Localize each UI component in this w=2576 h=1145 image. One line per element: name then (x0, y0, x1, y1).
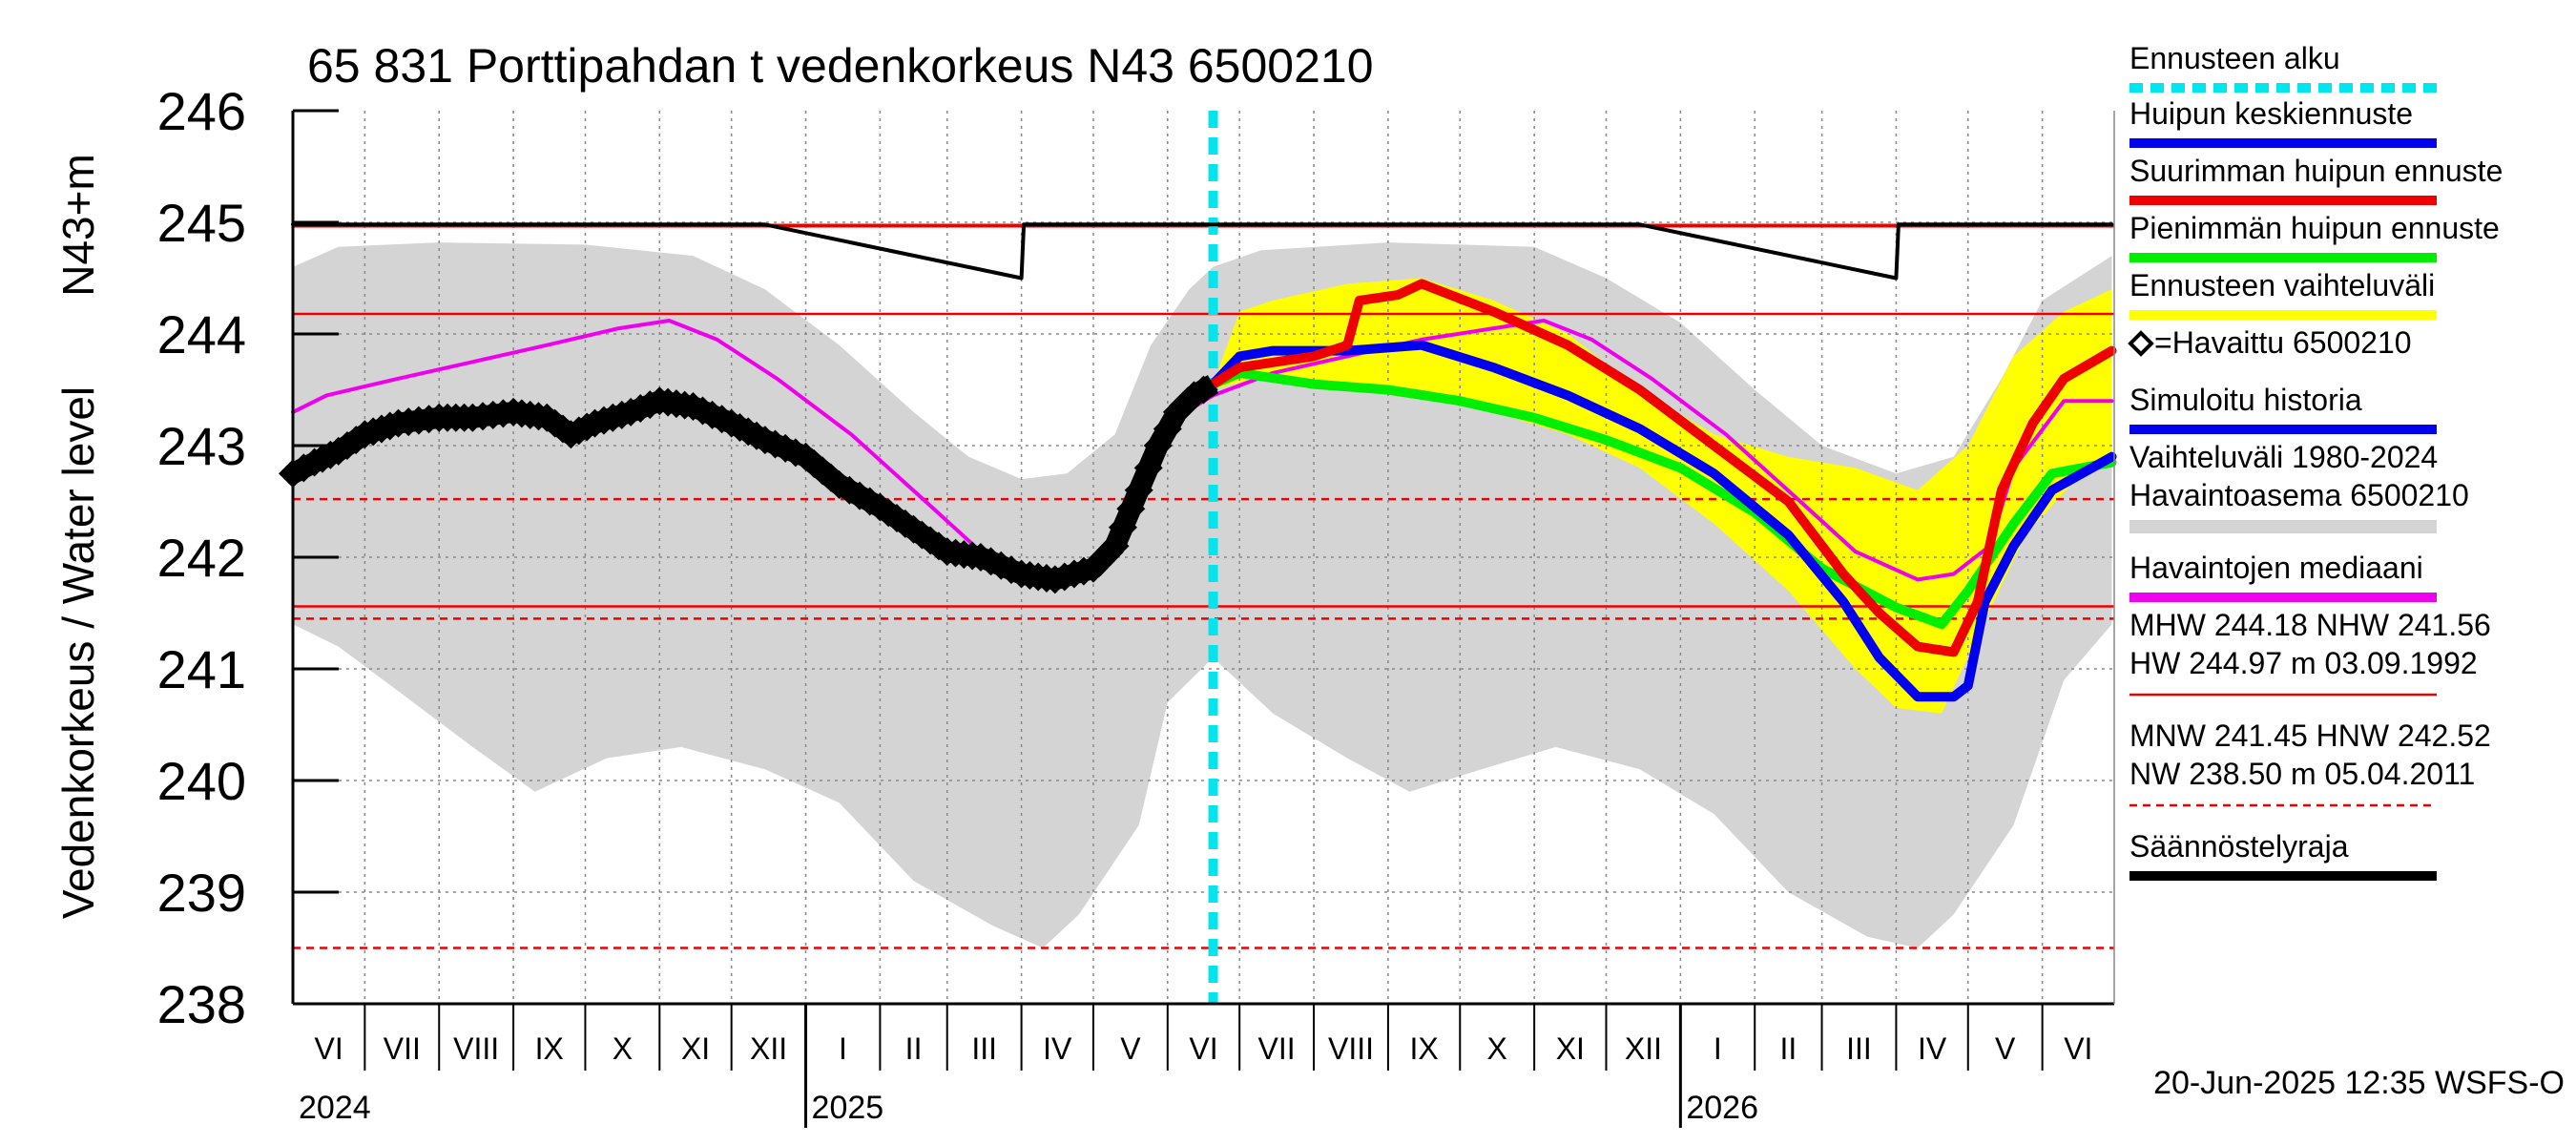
month-label-9: III (971, 1031, 997, 1066)
month-label-24: VI (2064, 1031, 2092, 1066)
y-tick-label-245: 245 (157, 193, 246, 253)
legend-label2-mnw-241-45-hnw-242-52: NW 238.50 m 05.04.2011 (2129, 757, 2475, 791)
month-label-15: IX (1409, 1031, 1438, 1066)
observed-marker (1124, 475, 1153, 505)
month-label-17: XI (1556, 1031, 1585, 1066)
month-label-23: V (1995, 1031, 2016, 1066)
chart-title: 65 831 Porttipahdan t vedenkorkeus N43 6… (307, 39, 1374, 93)
legend-label2-vaihteluvali-1980-2024: Havaintoasema 6500210 (2129, 478, 2469, 512)
x-axis: VI VII VIII IX X XI XII I II III IV V VI VII VIII IX X XI… (299, 1004, 2092, 1128)
y-axis-unit: N43+m (53, 154, 103, 297)
month-label-18: XII (1625, 1031, 1662, 1066)
month-label-20: II (1779, 1031, 1797, 1066)
legend-label-ennusteen-vaihteluvali: Ennusteen vaihteluväli (2129, 268, 2435, 302)
month-label-19: I (1714, 1031, 1722, 1066)
month-label-11: V (1120, 1031, 1141, 1066)
month-label-21: III (1846, 1031, 1872, 1066)
grid-layer (293, 111, 2114, 1004)
y-tick-label-238: 238 (157, 974, 246, 1034)
line-saannostelyraja (291, 222, 2114, 281)
legend-label-vaihteluvali-1980-2024: Vaihteluväli 1980-2024 (2129, 440, 2438, 474)
month-label-4: X (613, 1031, 633, 1066)
observed-marker (1133, 453, 1163, 483)
month-label-3: IX (535, 1031, 564, 1066)
month-label-12: VI (1189, 1031, 1217, 1066)
month-label-6: XII (750, 1031, 787, 1066)
month-label-2: VIII (453, 1031, 499, 1066)
month-label-13: VII (1258, 1031, 1296, 1066)
year-label-2026: 2026 (1686, 1090, 1758, 1126)
month-label-0: VI (315, 1031, 343, 1066)
legend-label-mnw-241-45-hnw-242-52: MNW 241.45 HNW 242.52 (2129, 718, 2491, 753)
legend-label-ennusteen-alku: Ennusteen alku (2129, 41, 2340, 75)
month-label-16: X (1487, 1031, 1507, 1066)
legend-label-havaintojen-mediaani: Havaintojen mediaani (2129, 551, 2423, 585)
month-label-14: VIII (1328, 1031, 1374, 1066)
legend-label-mhw-244-18-nhw-241-56: MHW 244.18 NHW 241.56 (2129, 608, 2491, 642)
legend-label-simuloitu-historia: Simuloitu historia (2129, 383, 2362, 417)
y-tick-label-246: 246 (157, 81, 246, 141)
legend-label-huipun-keskiennuste: Huipun keskiennuste (2129, 96, 2413, 131)
y-tick-label-239: 239 (157, 863, 246, 923)
legend-label-havaittu-6500210: =Havaittu 6500210 (2154, 325, 2412, 360)
footer-timestamp: 20-Jun-2025 12:35 WSFS-O (2153, 1065, 2565, 1101)
year-label-2024: 2024 (299, 1090, 371, 1126)
y-tick-label-244: 244 (157, 304, 246, 364)
line-suurimman-huipun-ennuste (1208, 279, 2117, 657)
observed-marker (1189, 375, 1218, 405)
month-label-5: XI (681, 1031, 710, 1066)
legend: Ennusteen alku Huipun keskiennuste Suurimm… (2128, 41, 2503, 881)
month-label-8: II (905, 1031, 923, 1066)
legend-label-saannostelyraja: Säännöstelyraja (2129, 829, 2349, 864)
legend-marker-icon (2128, 330, 2154, 357)
y-tick-label-243: 243 (157, 416, 246, 476)
y-tick-label-242: 242 (157, 528, 246, 588)
observed-markers (279, 375, 1219, 594)
y-axis: 238 239 240 241 242 243 244 245 246 (157, 81, 339, 1034)
y-axis-label: Vedenkorkeus / Water level (53, 386, 103, 919)
legend-label-suurimman-huipun-ennuste: Suurimman huipun ennuste (2129, 154, 2503, 188)
legend-label-pienimman-huipun-ennuste: Pienimmän huipun ennuste (2129, 211, 2500, 245)
y-tick-label-241: 241 (157, 639, 246, 699)
month-label-1: VII (384, 1031, 421, 1066)
month-label-7: I (839, 1031, 847, 1066)
year-label-2025: 2025 (812, 1090, 884, 1126)
line-huipun-keskiennuste (1208, 340, 2117, 702)
legend-label2-mhw-244-18-nhw-241-56: HW 244.97 m 03.09.1992 (2129, 646, 2478, 680)
month-label-22: IV (1918, 1031, 1947, 1066)
y-tick-label-240: 240 (157, 751, 246, 811)
month-label-10: IV (1043, 1031, 1072, 1066)
